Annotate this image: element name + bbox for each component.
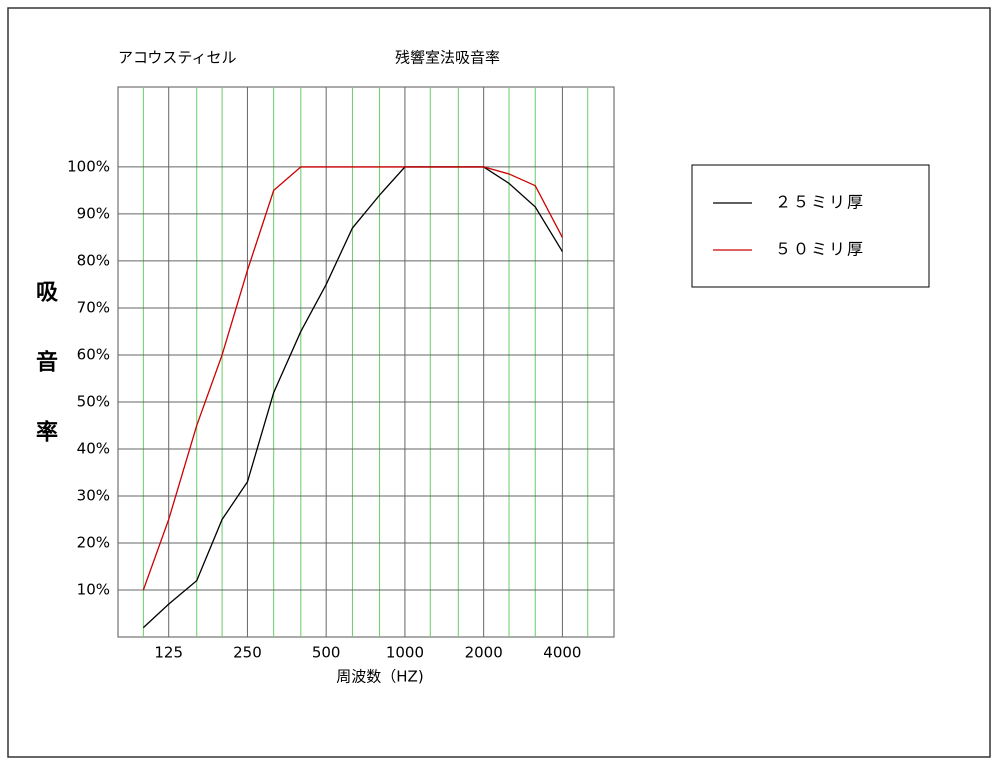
plot-area (117, 86, 615, 638)
x-tick-label: 125 (154, 644, 183, 662)
y-tick-label: 30% (77, 486, 110, 504)
x-tick-label: 500 (312, 644, 341, 662)
x-tick-label: 1000 (386, 644, 424, 662)
legend-label: ５０ミリ厚 (775, 240, 865, 259)
x-axis-label: 周波数（HZ) (336, 668, 423, 686)
y-tick-label: 50% (77, 392, 110, 410)
data-line (142, 166, 563, 629)
x-tick-label: 250 (233, 644, 262, 662)
x-tick-label: 2000 (465, 644, 503, 662)
product-name: アコウスティセル (118, 49, 237, 67)
y-tick-label: 70% (77, 298, 110, 316)
frame (7, 7, 991, 758)
y-tick-label: 100% (67, 157, 110, 175)
y-tick-label: 40% (77, 439, 110, 457)
y-tick-label: 10% (77, 580, 110, 598)
legend-label: ２５ミリ厚 (775, 193, 865, 212)
data-line (142, 166, 563, 591)
y-tick-label: 80% (77, 251, 110, 269)
y-axis-label: 吸音率 (32, 280, 58, 490)
y-tick-label: 90% (77, 204, 110, 222)
x-tick-label: 4000 (543, 644, 581, 662)
legend-box (691, 164, 930, 288)
y-tick-label: 20% (77, 533, 110, 551)
chart-title: 残響室法吸音率 (395, 49, 500, 67)
y-tick-label: 60% (77, 345, 110, 363)
